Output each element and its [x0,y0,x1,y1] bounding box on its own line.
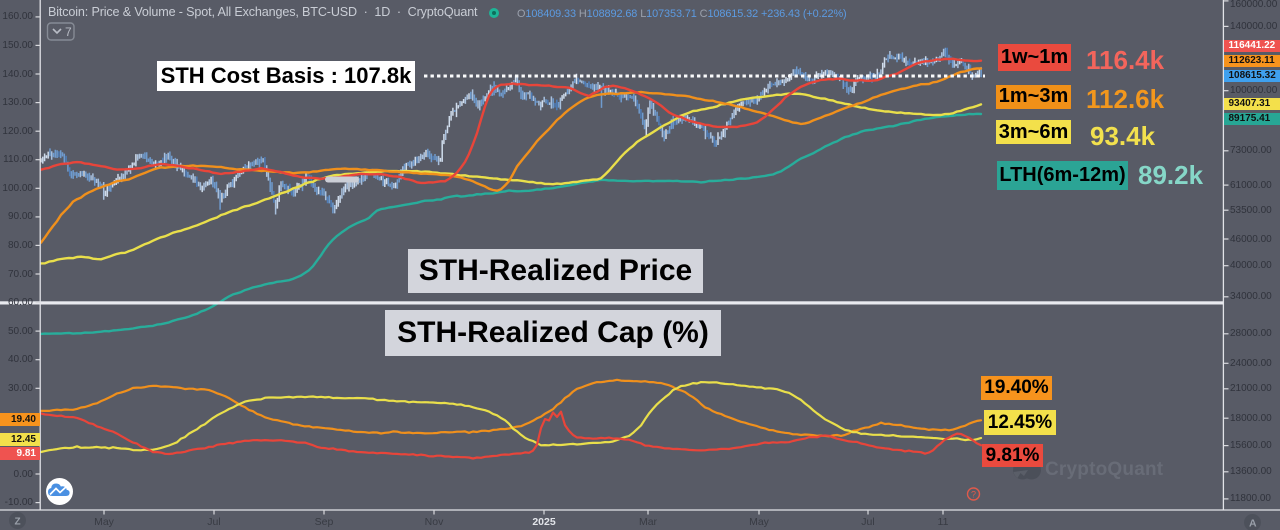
svg-text:7: 7 [65,25,72,39]
svg-text:Z: Z [15,517,21,528]
svg-text:A: A [1249,518,1257,530]
svg-text:?: ? [971,490,976,500]
